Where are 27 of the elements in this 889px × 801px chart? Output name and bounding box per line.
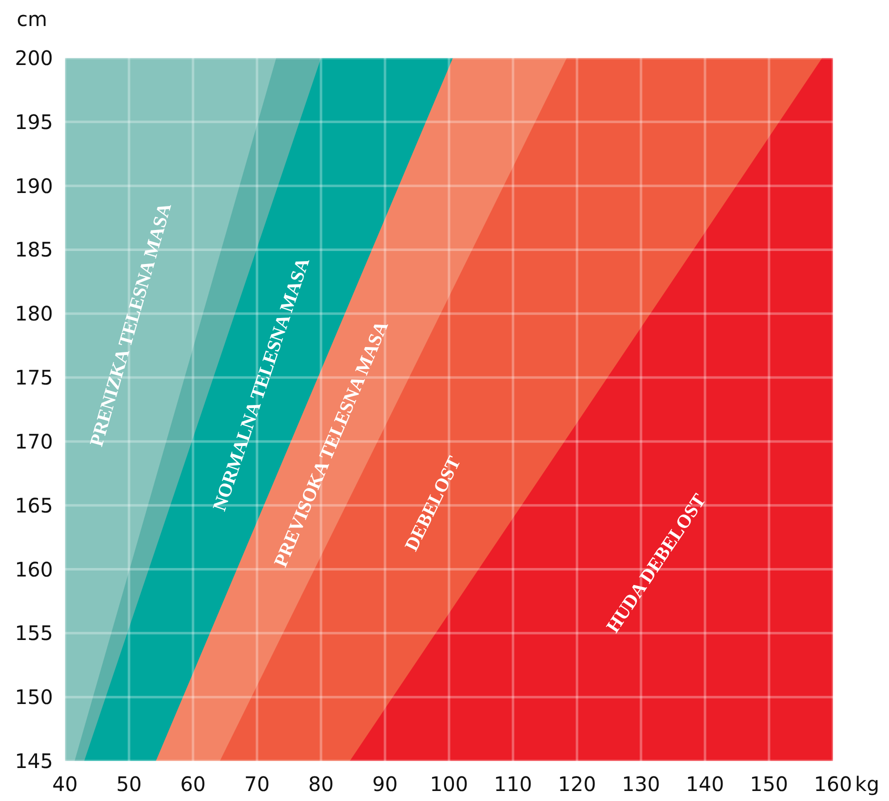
x-tick-label: 160 <box>814 772 852 796</box>
y-tick-label: 145 <box>14 749 53 773</box>
x-tick-label: 150 <box>750 772 788 796</box>
y-tick-label: 150 <box>14 685 53 710</box>
y-tick-label: 160 <box>14 557 53 582</box>
x-tick-label: 60 <box>180 772 206 796</box>
y-tick-label: 185 <box>14 238 53 262</box>
y-axis-title: cm <box>16 7 48 31</box>
y-tick-label: 190 <box>14 174 53 198</box>
y-tick-label: 155 <box>14 621 53 646</box>
y-tick-label: 165 <box>14 493 53 518</box>
x-tick-label: 50 <box>116 772 142 796</box>
x-tick-label: 140 <box>686 772 724 796</box>
y-tick-label: 175 <box>14 366 53 390</box>
y-tick-label: 195 <box>14 110 53 134</box>
x-tick-label: 90 <box>372 772 398 796</box>
y-tick-label: 180 <box>14 302 53 326</box>
y-tick-label: 200 <box>14 46 53 70</box>
x-tick-label: 130 <box>622 772 660 796</box>
x-tick-label: 70 <box>244 772 270 796</box>
x-tick-label: 40 <box>52 772 78 796</box>
x-tick-label: 80 <box>308 772 334 796</box>
y-tick-label: 170 <box>14 429 53 454</box>
x-tick-label: 120 <box>558 772 596 796</box>
x-tick-label: 110 <box>494 772 532 796</box>
x-axis-title: kg <box>855 772 880 796</box>
x-tick-label: 100 <box>430 772 468 796</box>
